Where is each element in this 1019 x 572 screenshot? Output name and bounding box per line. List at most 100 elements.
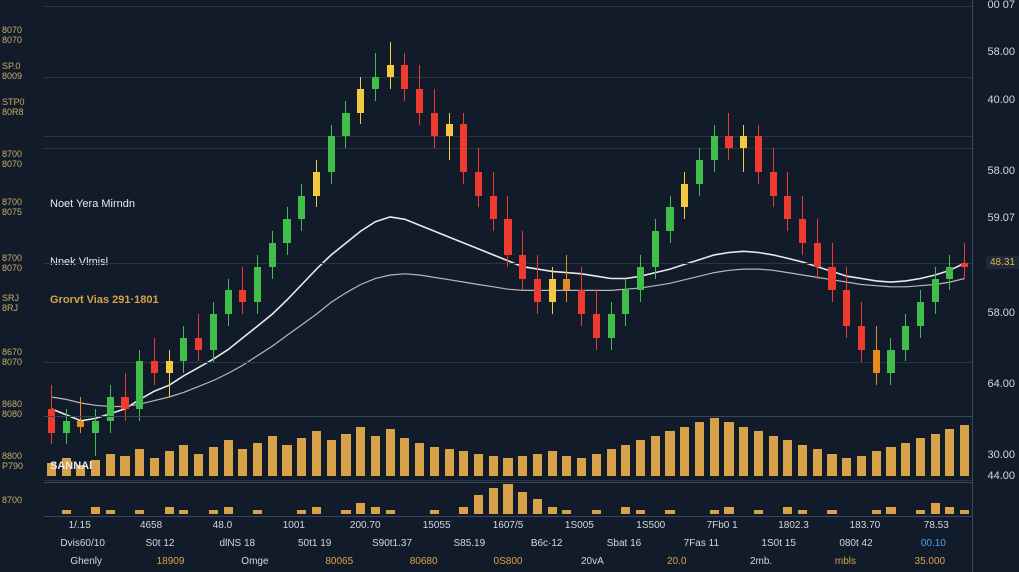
volume-bar[interactable] (165, 451, 174, 476)
lower-bar[interactable] (165, 507, 174, 515)
lower-bar[interactable] (754, 510, 763, 514)
volume-bar[interactable] (120, 456, 129, 476)
candle[interactable] (886, 338, 895, 385)
candle[interactable] (754, 125, 763, 184)
lower-bar[interactable] (960, 510, 969, 514)
candle[interactable] (120, 373, 129, 420)
volume-bar[interactable] (135, 449, 144, 476)
volume-bar[interactable] (592, 454, 601, 476)
volume-bar[interactable] (297, 438, 306, 476)
lower-bar[interactable] (91, 507, 100, 515)
volume-bar[interactable] (665, 431, 674, 476)
lower-bar[interactable] (636, 510, 645, 514)
lower-bar[interactable] (931, 503, 940, 514)
candle[interactable] (607, 302, 616, 349)
volume-bar[interactable] (282, 445, 291, 476)
volume-bar[interactable] (341, 434, 350, 476)
volume-bar[interactable] (106, 454, 115, 476)
volume-panel[interactable] (44, 418, 972, 476)
volume-bar[interactable] (253, 443, 262, 476)
candle[interactable] (916, 290, 925, 337)
volume-bar[interactable] (636, 440, 645, 476)
lower-bar[interactable] (872, 510, 881, 514)
lower-bar[interactable] (430, 510, 439, 514)
volume-bar[interactable] (489, 456, 498, 476)
volume-bar[interactable] (754, 431, 763, 476)
volume-bar[interactable] (857, 456, 866, 476)
candle[interactable] (209, 302, 218, 361)
volume-bar[interactable] (813, 449, 822, 476)
lower-bar[interactable] (312, 507, 321, 515)
volume-bar[interactable] (960, 425, 969, 476)
volume-bar[interactable] (798, 445, 807, 476)
candle[interactable] (445, 113, 454, 160)
volume-bar[interactable] (503, 458, 512, 476)
volume-bar[interactable] (872, 451, 881, 476)
volume-bar[interactable] (400, 438, 409, 476)
candle[interactable] (577, 267, 586, 326)
volume-bar[interactable] (739, 427, 748, 476)
candle[interactable] (931, 267, 940, 314)
candle[interactable] (857, 302, 866, 361)
volume-bar[interactable] (268, 436, 277, 476)
candle[interactable] (430, 89, 439, 148)
lower-indicator-panel[interactable] (44, 484, 972, 514)
candle[interactable] (312, 160, 321, 207)
lower-bar[interactable] (489, 488, 498, 514)
lower-bar[interactable] (224, 507, 233, 515)
candle[interactable] (282, 207, 291, 254)
volume-bar[interactable] (945, 429, 954, 476)
candle[interactable] (680, 172, 689, 219)
candle[interactable] (415, 65, 424, 124)
volume-bar[interactable] (533, 454, 542, 476)
candle[interactable] (459, 113, 468, 184)
lower-bar[interactable] (356, 503, 365, 514)
lower-bar[interactable] (886, 507, 895, 515)
volume-bar[interactable] (386, 429, 395, 476)
candle[interactable] (739, 125, 748, 172)
candle[interactable] (621, 279, 630, 326)
lower-bar[interactable] (621, 507, 630, 515)
lower-bar[interactable] (562, 510, 571, 514)
volume-bar[interactable] (724, 422, 733, 476)
volume-bar[interactable] (327, 440, 336, 476)
candle[interactable] (945, 255, 954, 291)
volume-bar[interactable] (518, 456, 527, 476)
candle[interactable] (165, 350, 174, 397)
volume-bar[interactable] (430, 447, 439, 476)
candle[interactable] (769, 148, 778, 207)
volume-bar[interactable] (238, 449, 247, 476)
volume-bar[interactable] (194, 454, 203, 476)
lower-bar[interactable] (135, 510, 144, 514)
candle[interactable] (695, 148, 704, 195)
volume-bar[interactable] (916, 438, 925, 476)
volume-bar[interactable] (577, 458, 586, 476)
volume-bar[interactable] (179, 445, 188, 476)
candle[interactable] (842, 267, 851, 338)
candle[interactable] (518, 231, 527, 290)
candle[interactable] (872, 326, 881, 385)
volume-bar[interactable] (415, 443, 424, 476)
candle[interactable] (76, 397, 85, 433)
volume-bar[interactable] (150, 458, 159, 476)
lower-bar[interactable] (783, 507, 792, 515)
candle[interactable] (710, 125, 719, 172)
volume-bar[interactable] (312, 431, 321, 476)
lower-bar[interactable] (503, 484, 512, 514)
candle[interactable] (651, 219, 660, 278)
candle[interactable] (194, 314, 203, 361)
lower-bar[interactable] (945, 507, 954, 515)
volume-bar[interactable] (886, 447, 895, 476)
volume-bar[interactable] (783, 440, 792, 476)
volume-bar[interactable] (621, 445, 630, 476)
candle[interactable] (224, 279, 233, 326)
candle[interactable] (592, 290, 601, 349)
candle[interactable] (400, 53, 409, 100)
volume-bar[interactable] (607, 449, 616, 476)
lower-bar[interactable] (179, 510, 188, 514)
volume-bar[interactable] (931, 434, 940, 476)
candle[interactable] (724, 113, 733, 160)
lower-bar[interactable] (665, 510, 674, 514)
lower-bar[interactable] (533, 499, 542, 514)
candle[interactable] (386, 42, 395, 89)
